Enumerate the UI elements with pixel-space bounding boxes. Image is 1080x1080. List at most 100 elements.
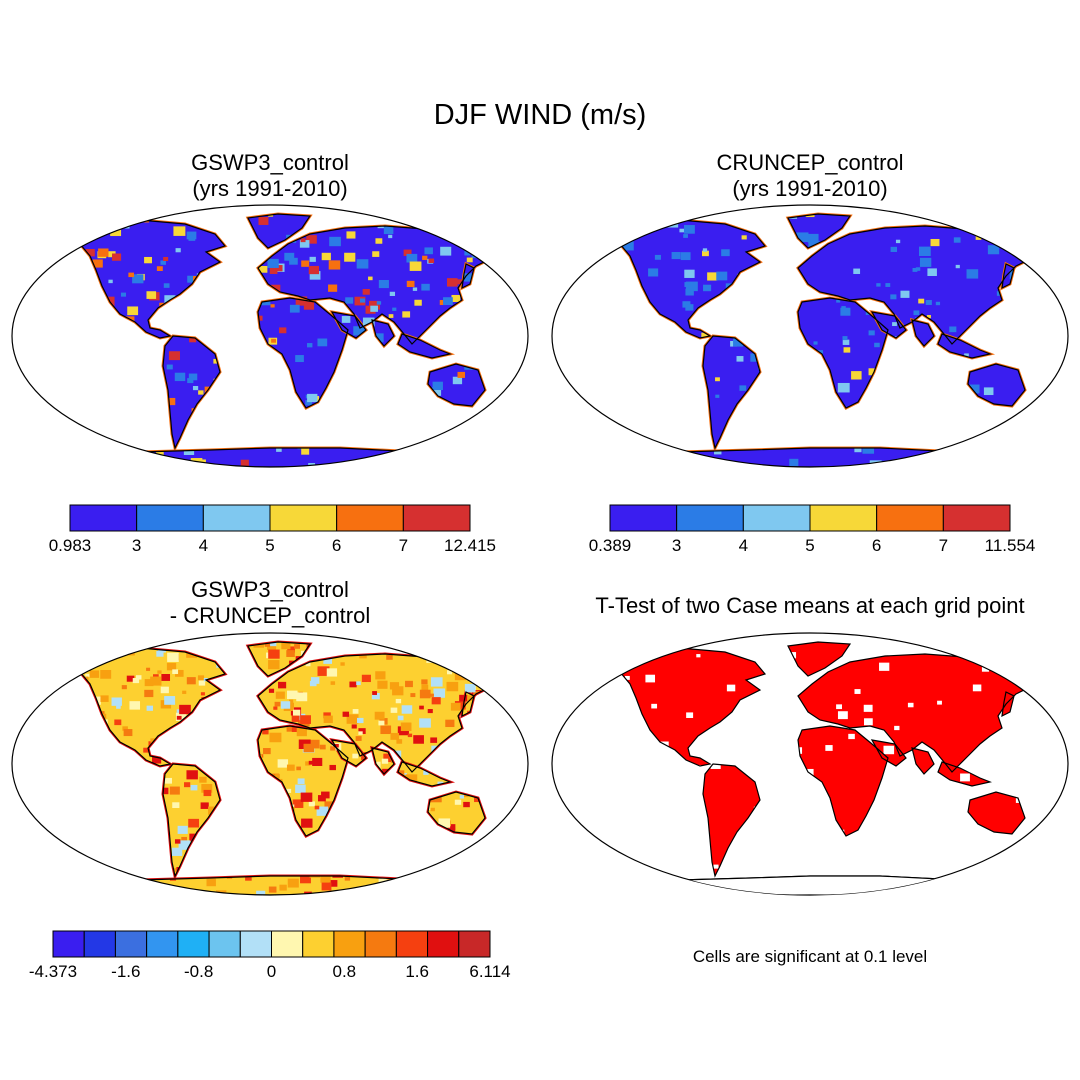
- coastline: [79, 219, 227, 339]
- grid-cell: [300, 874, 311, 884]
- grid-cell: [18, 223, 23, 227]
- grid-cell: [420, 443, 430, 451]
- grid-cell: [983, 387, 994, 396]
- coastline: [461, 691, 475, 718]
- grid-cell: [96, 449, 103, 454]
- grid-cell: [683, 234, 688, 238]
- coastline: [257, 297, 349, 409]
- grid-cell: [129, 701, 141, 710]
- grid-cell: [935, 301, 941, 306]
- grid-cell: [853, 268, 861, 274]
- grid-cell: [554, 429, 564, 437]
- grid-cell: [89, 670, 100, 678]
- grid-cell: [307, 393, 318, 403]
- grid-cell: [126, 675, 135, 682]
- grid-cell: [156, 449, 164, 456]
- grid-cell: [45, 650, 56, 659]
- grid-cell: [186, 231, 197, 240]
- grid-cell: [397, 715, 404, 721]
- grid-cell: [308, 801, 315, 807]
- grid-cell: [103, 642, 114, 643]
- grid-cell: [321, 882, 332, 891]
- grid-cell: [485, 654, 488, 660]
- grid-cell: [168, 351, 180, 361]
- grid-cell: [395, 698, 402, 704]
- grid-cell: [1056, 271, 1065, 278]
- grid-cell: [428, 258, 435, 264]
- grid-cell: [309, 256, 316, 262]
- colorbar-gswp3-tick-label: 6: [332, 536, 341, 555]
- grid-cell: [500, 679, 510, 687]
- grid-cell: [439, 299, 447, 306]
- grid-cell: [452, 428, 460, 435]
- grid-cell: [150, 676, 162, 686]
- grid-cell: [352, 709, 359, 714]
- grid-cell: [85, 882, 91, 887]
- grid-cell: [671, 252, 681, 260]
- grid-cell: [25, 233, 31, 238]
- colorbar-gswp3-swatch: [202, 504, 271, 532]
- grid-cell: [512, 811, 518, 816]
- grid-cell: [294, 644, 300, 649]
- grid-cell: [503, 700, 513, 708]
- grid-cell: [274, 265, 283, 272]
- grid-cell: [517, 656, 522, 660]
- grid-cell: [574, 880, 582, 887]
- coastline: [797, 297, 889, 409]
- grid-cell: [356, 717, 364, 724]
- grid-cell: [446, 278, 458, 287]
- grid-cell: [80, 642, 84, 646]
- grid-cell: [467, 695, 474, 701]
- grid-cell: [975, 235, 982, 240]
- grid-cell: [15, 815, 20, 819]
- land-india: [912, 748, 934, 774]
- grid-cell: [329, 236, 341, 247]
- grid-cell: [181, 836, 188, 842]
- coastline: [397, 761, 453, 787]
- grid-cell: [93, 865, 105, 874]
- grid-cell: [684, 269, 695, 278]
- grid-cell: [198, 680, 206, 686]
- grid-cell: [121, 685, 127, 690]
- grid-cell: [90, 864, 101, 873]
- grid-cell: [407, 733, 413, 738]
- grid-cell: [433, 688, 446, 698]
- grid-cell: [1008, 234, 1016, 240]
- grid-cell: [446, 681, 459, 692]
- grid-cell: [389, 682, 400, 690]
- grid-cell: [116, 705, 121, 709]
- land-australia: [968, 792, 1025, 834]
- grid-cell: [146, 667, 151, 671]
- grid-cell: [499, 825, 504, 829]
- grid-cell: [892, 322, 897, 327]
- grid-cell: [90, 866, 103, 877]
- grid-cell: [966, 269, 979, 279]
- colorbar-cruncep-tick-label: 5: [805, 536, 814, 555]
- grid-cell: [300, 792, 313, 802]
- grid-cell: [505, 424, 509, 427]
- grid-cell: [362, 317, 375, 327]
- grid-cell: [690, 457, 699, 464]
- grid-cell: [485, 838, 488, 844]
- grid-cell: [925, 300, 932, 305]
- grid-cell: [701, 332, 710, 340]
- grid-cell: [1064, 366, 1070, 373]
- grid-cell: [143, 888, 154, 895]
- grid-cell: [213, 358, 220, 364]
- grid-cell: [402, 311, 411, 318]
- colorbar-difference-swatch: [208, 930, 241, 958]
- grid-cell: [157, 670, 162, 674]
- grid-cell: [868, 330, 875, 336]
- grid-cell: [607, 233, 611, 236]
- grid-cell: [953, 237, 961, 243]
- grid-cell: [275, 774, 280, 778]
- grid-cell: [526, 450, 530, 455]
- grid-cell: [305, 662, 311, 667]
- panel2-subtitle: (yrs 1991-2010): [732, 176, 888, 201]
- grid-cell: [992, 224, 1001, 232]
- grid-cell: [572, 648, 582, 656]
- colorbar-gswp3-swatch: [269, 504, 338, 532]
- grid-cell: [26, 243, 33, 248]
- grid-cell: [52, 859, 61, 866]
- grid-cell: [198, 390, 204, 395]
